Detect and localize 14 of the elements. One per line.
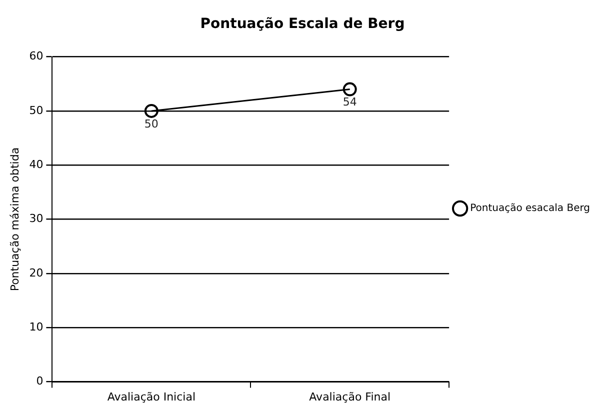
y-tick-label: 0 bbox=[36, 374, 44, 388]
chart-title: Pontuação Escala de Berg bbox=[200, 16, 405, 32]
y-tick-label: 10 bbox=[29, 320, 44, 334]
legend-label: Pontuação esacala Berg bbox=[470, 203, 590, 214]
data-label: 54 bbox=[342, 96, 357, 109]
y-tick-label: 40 bbox=[29, 158, 44, 171]
y-axis-title: Pontuação máxima obtida bbox=[8, 147, 22, 292]
y-tick-label: 30 bbox=[29, 212, 44, 226]
data-label: 50 bbox=[144, 117, 158, 130]
y-tick-label: 20 bbox=[29, 266, 44, 280]
y-tick-label: 60 bbox=[29, 50, 44, 63]
y-tick-label: 50 bbox=[29, 104, 44, 117]
x-tick-label: Avaliação Final bbox=[309, 390, 391, 404]
x-tick-label: Avaliação Inicial bbox=[107, 390, 196, 404]
